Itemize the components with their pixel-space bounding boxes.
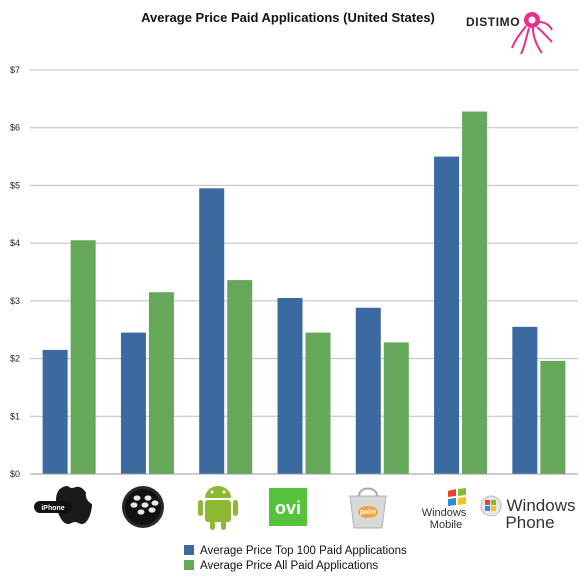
y-tick-label: $3 — [10, 296, 20, 306]
windows-phone-line2: Phone — [505, 513, 554, 532]
bar-top100-ovi — [277, 297, 303, 474]
legend-label: Average Price All Paid Applications — [200, 560, 378, 572]
bar-all-palm — [383, 342, 409, 474]
blackberry-logo — [122, 486, 164, 528]
brand-name: DISTIMO — [466, 15, 520, 29]
windows-mobile-line1: Windows — [422, 507, 467, 519]
windows-phone-line1: Windows — [507, 496, 576, 515]
bars — [42, 111, 566, 475]
y-tick-label: $7 — [10, 65, 20, 75]
y-tick-label: $1 — [10, 411, 20, 421]
ovi-logo: ovi — [269, 488, 307, 526]
x-axis-logos: iPhone — [34, 486, 575, 532]
octopus-icon — [511, 12, 553, 55]
distimo-logo: DISTIMO — [466, 12, 553, 55]
windows-mobile-logo: Windows Mobile — [422, 488, 467, 531]
legend-swatch — [184, 545, 194, 555]
bar-top100-iphone — [42, 349, 68, 474]
y-tick-label: $0 — [10, 469, 20, 479]
bar-top100-windows-mobile — [434, 156, 460, 475]
y-tick-label: $6 — [10, 123, 20, 133]
legend-swatch — [184, 560, 194, 570]
windows-mobile-line2: Mobile — [430, 519, 462, 531]
legend-label: Average Price Top 100 Paid Applications — [200, 545, 407, 557]
bar-top100-blackberry — [120, 332, 146, 474]
windows-phone-logo: Windows Phone — [480, 495, 576, 532]
palm-logo: palm — [349, 487, 387, 529]
bar-all-windows-mobile — [462, 111, 488, 474]
bar-all-windows-phone — [540, 360, 566, 474]
iphone-logo: iPhone — [34, 486, 92, 524]
android-logo — [198, 486, 238, 530]
y-tick-label: $2 — [10, 354, 20, 364]
bar-all-iphone — [70, 240, 96, 474]
y-tick-label: $4 — [10, 238, 20, 248]
bar-all-ovi — [305, 332, 331, 474]
bar-all-android — [227, 280, 253, 474]
bar-all-blackberry — [148, 292, 174, 474]
gridlines — [30, 69, 578, 417]
bar-top100-windows-phone — [512, 326, 538, 474]
bar-top100-android — [199, 188, 225, 475]
y-tick-label: $5 — [10, 180, 20, 190]
legend: Average Price Top 100 Paid Applications A… — [184, 545, 407, 572]
y-axis-ticks: $0 $1 $2 $3 $4 $5 $6 $7 — [10, 65, 20, 479]
iphone-label: iPhone — [41, 505, 64, 512]
chart-title: Average Price Paid Applications (United … — [141, 10, 435, 25]
bar-top100-palm — [355, 307, 381, 474]
palm-label: palm — [360, 509, 376, 516]
ovi-label: ovi — [275, 498, 301, 518]
